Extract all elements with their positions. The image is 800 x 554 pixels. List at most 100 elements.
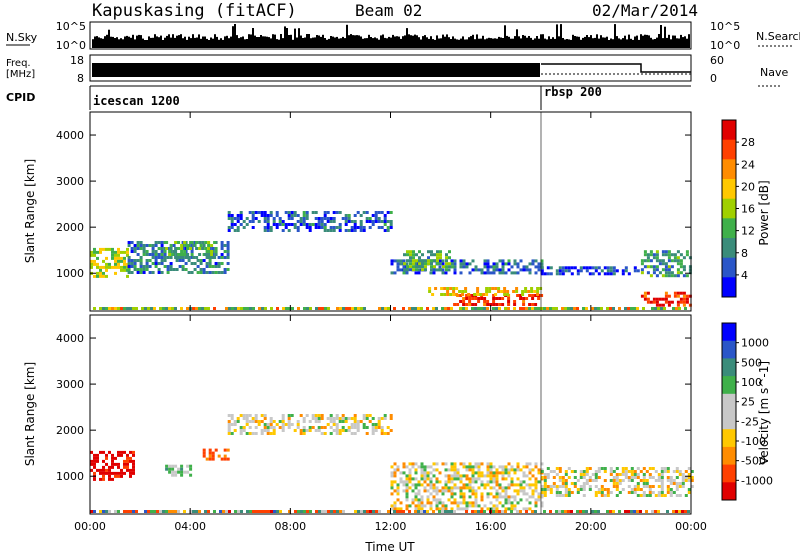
heatmap-cell [204, 253, 208, 256]
heatmap-cell [474, 462, 478, 466]
heatmap-cell [661, 259, 665, 263]
heatmap-cell [93, 456, 96, 460]
heatmap-cell [168, 250, 172, 253]
heatmap-cell [117, 471, 120, 475]
heatmap-cell [144, 307, 147, 310]
noise-bar [622, 38, 624, 48]
heatmap-cell [362, 423, 366, 426]
heatmap-cell [423, 477, 427, 481]
heatmap-cell [498, 268, 502, 272]
noise-bar [256, 37, 258, 48]
heatmap-cell [270, 307, 273, 310]
heatmap-cell [359, 226, 363, 229]
noise-bar [508, 36, 510, 48]
heatmap-cell [450, 492, 454, 496]
heatmap-cell [248, 211, 252, 214]
heatmap-cell [576, 491, 580, 494]
heatmap-cell [365, 432, 369, 435]
heatmap-cell [387, 510, 390, 513]
heatmap-cell [420, 504, 424, 508]
heatmap-cell [688, 271, 692, 275]
heatmap-cell [435, 507, 439, 511]
heatmap-cell [275, 223, 279, 226]
noise-bar [144, 40, 146, 48]
noise-bar [612, 39, 614, 48]
heatmap-cell [447, 477, 451, 481]
heatmap-cell [402, 462, 406, 466]
heatmap-cell [459, 486, 463, 490]
heatmap-cell [564, 307, 567, 310]
heatmap-cell [198, 241, 202, 244]
noise-bar [614, 24, 616, 48]
heatmap-cell [160, 247, 164, 250]
heatmap-cell [435, 492, 439, 496]
heatmap-cell [423, 489, 427, 493]
heatmap-cell [513, 507, 517, 511]
heatmap-cell [675, 494, 679, 497]
heatmap-cell [254, 420, 258, 423]
heatmap-cell [168, 510, 171, 513]
noise-bar [150, 37, 152, 48]
heatmap-cell [555, 494, 559, 497]
heatmap-cell [597, 491, 601, 494]
heatmap-cell [474, 510, 477, 513]
heatmap-cell [393, 468, 397, 472]
velocity-panel: 00:00 04:00 08:00 12:00 16:00 20:00 00:00 1000… [23, 314, 773, 554]
noise-bar [522, 35, 524, 48]
heatmap-cell [281, 223, 285, 226]
heatmap-cell [606, 488, 610, 491]
heatmap-cell [654, 510, 657, 513]
heatmap-cell [453, 268, 457, 272]
heatmap-cell [506, 293, 510, 296]
heatmap-cell [393, 507, 397, 511]
heatmap-cell [519, 268, 523, 272]
heatmap-cell [576, 510, 579, 513]
heatmap-cell [594, 494, 598, 497]
heatmap-cell [390, 507, 394, 511]
heatmap-cell [123, 471, 126, 475]
heatmap-cell [405, 498, 409, 502]
noise-bar [132, 34, 134, 48]
heatmap-cell [588, 476, 592, 479]
heatmap-cell [492, 474, 496, 478]
heatmap-cell [423, 474, 427, 478]
heatmap-cell [445, 253, 448, 257]
heatmap-cell [429, 477, 433, 481]
heatmap-cell [672, 491, 676, 494]
heatmap-cell [465, 307, 468, 310]
heatmap-cell [242, 426, 246, 429]
heatmap-cell [90, 253, 93, 257]
heatmap-cell [474, 471, 478, 475]
heatmap-cell [305, 211, 309, 214]
heatmap-cell [588, 485, 592, 488]
heatmap-cell [498, 492, 502, 496]
heatmap-cell [480, 268, 484, 272]
heatmap-cell [233, 217, 237, 220]
heatmap-cell [417, 480, 421, 484]
heatmap-cell [287, 229, 291, 232]
heatmap-cell [682, 303, 686, 307]
heatmap-cell [447, 474, 451, 478]
heatmap-cell [452, 290, 456, 293]
noise-bar [488, 37, 490, 48]
noise-left-tick-low: 10^0 [56, 39, 86, 52]
heatmap-cell [489, 480, 493, 484]
heatmap-cell [666, 488, 670, 491]
heatmap-cell [489, 265, 493, 269]
heatmap-cell [420, 471, 424, 475]
heatmap-cell [679, 262, 683, 266]
heatmap-cell [132, 453, 135, 457]
heatmap-cell [501, 486, 505, 490]
heatmap-cell [213, 307, 216, 310]
heatmap-cell [287, 420, 291, 423]
noise-bar [382, 34, 384, 48]
heatmap-cell [441, 492, 445, 496]
heatmap-cell [519, 294, 523, 297]
heatmap-cell [405, 477, 409, 481]
noise-bar [240, 37, 242, 48]
heatmap-cell [123, 510, 126, 513]
heatmap-cell [492, 297, 496, 300]
heatmap-cell [649, 274, 653, 278]
heatmap-cell [139, 244, 143, 247]
heatmap-cell [429, 504, 433, 508]
